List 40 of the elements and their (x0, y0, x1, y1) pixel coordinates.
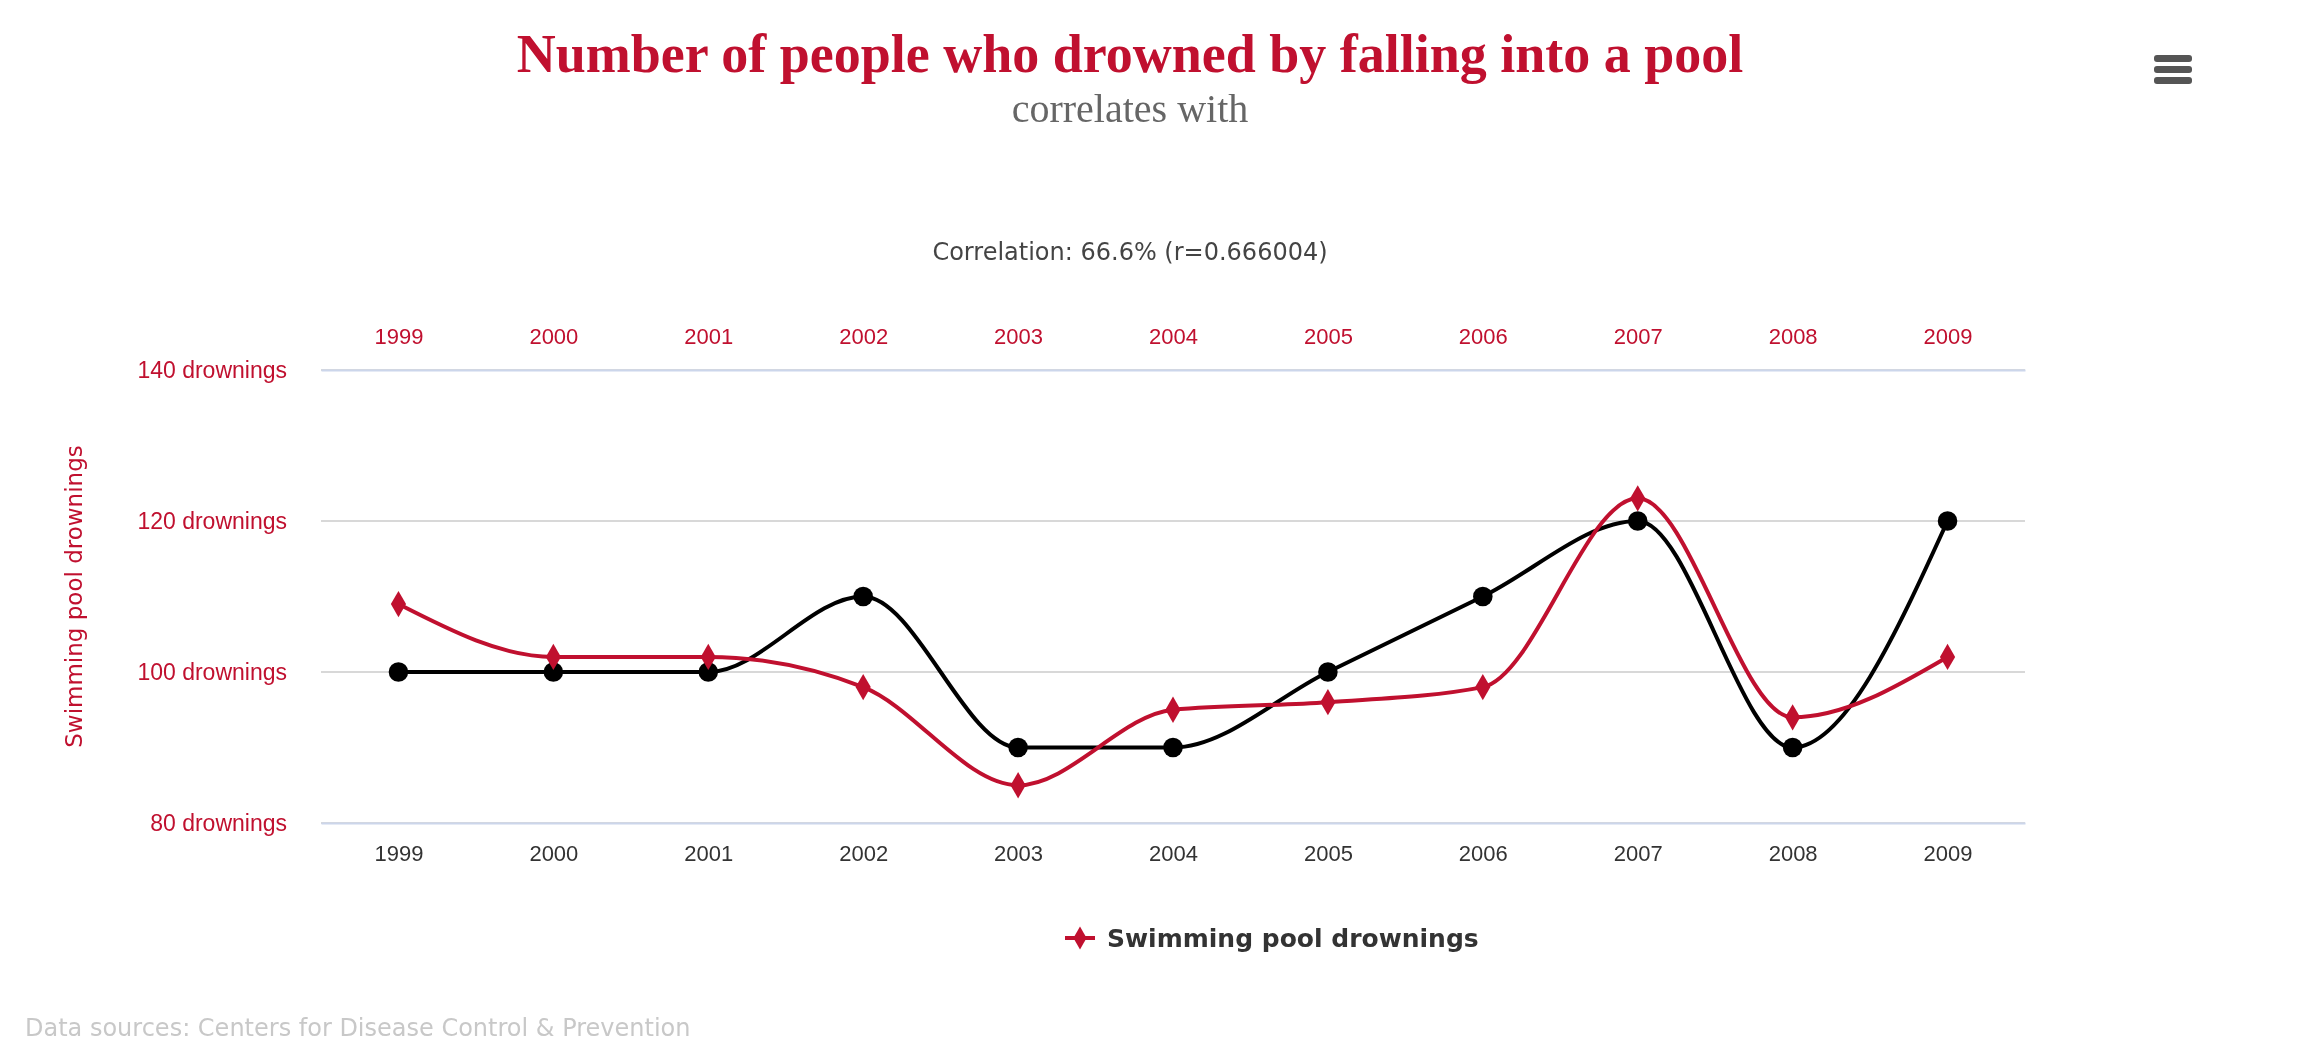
chart-title: Number of people who drowned by falling into a pool (516, 24, 1744, 84)
x-tick-label: 2003 (994, 840, 1044, 866)
text: Correlation: 66.6% (r=0.666004) (932, 238, 1328, 266)
x-tick-label: 1999 (374, 840, 424, 866)
point (1937, 511, 1958, 531)
point (1627, 511, 1648, 531)
point (1473, 586, 1493, 607)
x2-tick-label: 2003 (994, 324, 1044, 349)
x-tick-label: 2004 (1149, 840, 1198, 866)
point (853, 586, 873, 607)
x-tick-label: 2005 (1303, 840, 1353, 866)
point (1318, 662, 1338, 682)
x-tick-label: 2008 (1768, 840, 1818, 866)
y-tick-label: 80 drownings (150, 809, 287, 836)
x-tick-label: 2007 (1613, 840, 1663, 866)
y-axis-title: Swimming pool drownings (61, 445, 87, 748)
x2-tick-label: 2008 (1768, 324, 1818, 349)
point (1008, 737, 1028, 758)
y-tick-label: 120 drownings (137, 507, 287, 534)
x2-tick-label: 2009 (1923, 324, 1973, 349)
x2-tick-label: 2001 (684, 324, 734, 349)
point (1782, 737, 1803, 758)
x-tick-label: 2001 (684, 840, 734, 866)
chart-subtitle: correlates with (1011, 86, 1249, 131)
x2-tick-label: 1999 (374, 324, 424, 349)
x-tick-label: 2000 (529, 840, 579, 866)
x2-tick-label: 2007 (1613, 324, 1663, 349)
x-tick-label: 2006 (1458, 840, 1508, 866)
x-tick-label: 2002 (839, 840, 889, 866)
x2-tick-label: 2004 (1149, 324, 1198, 349)
legend-label: Swimming pool drownings (1107, 924, 1479, 953)
x2-tick-label: 2002 (839, 324, 889, 349)
point (388, 662, 409, 682)
x2-tick-label: 2006 (1458, 324, 1508, 349)
x-tick-label: 2009 (1923, 840, 1973, 866)
y-tick-label: 100 drownings (137, 658, 287, 685)
x2-tick-label: 2005 (1303, 324, 1353, 349)
point (1163, 737, 1183, 758)
y-tick-label: 140 drownings (137, 356, 287, 383)
x2-tick-label: 2000 (529, 324, 579, 349)
